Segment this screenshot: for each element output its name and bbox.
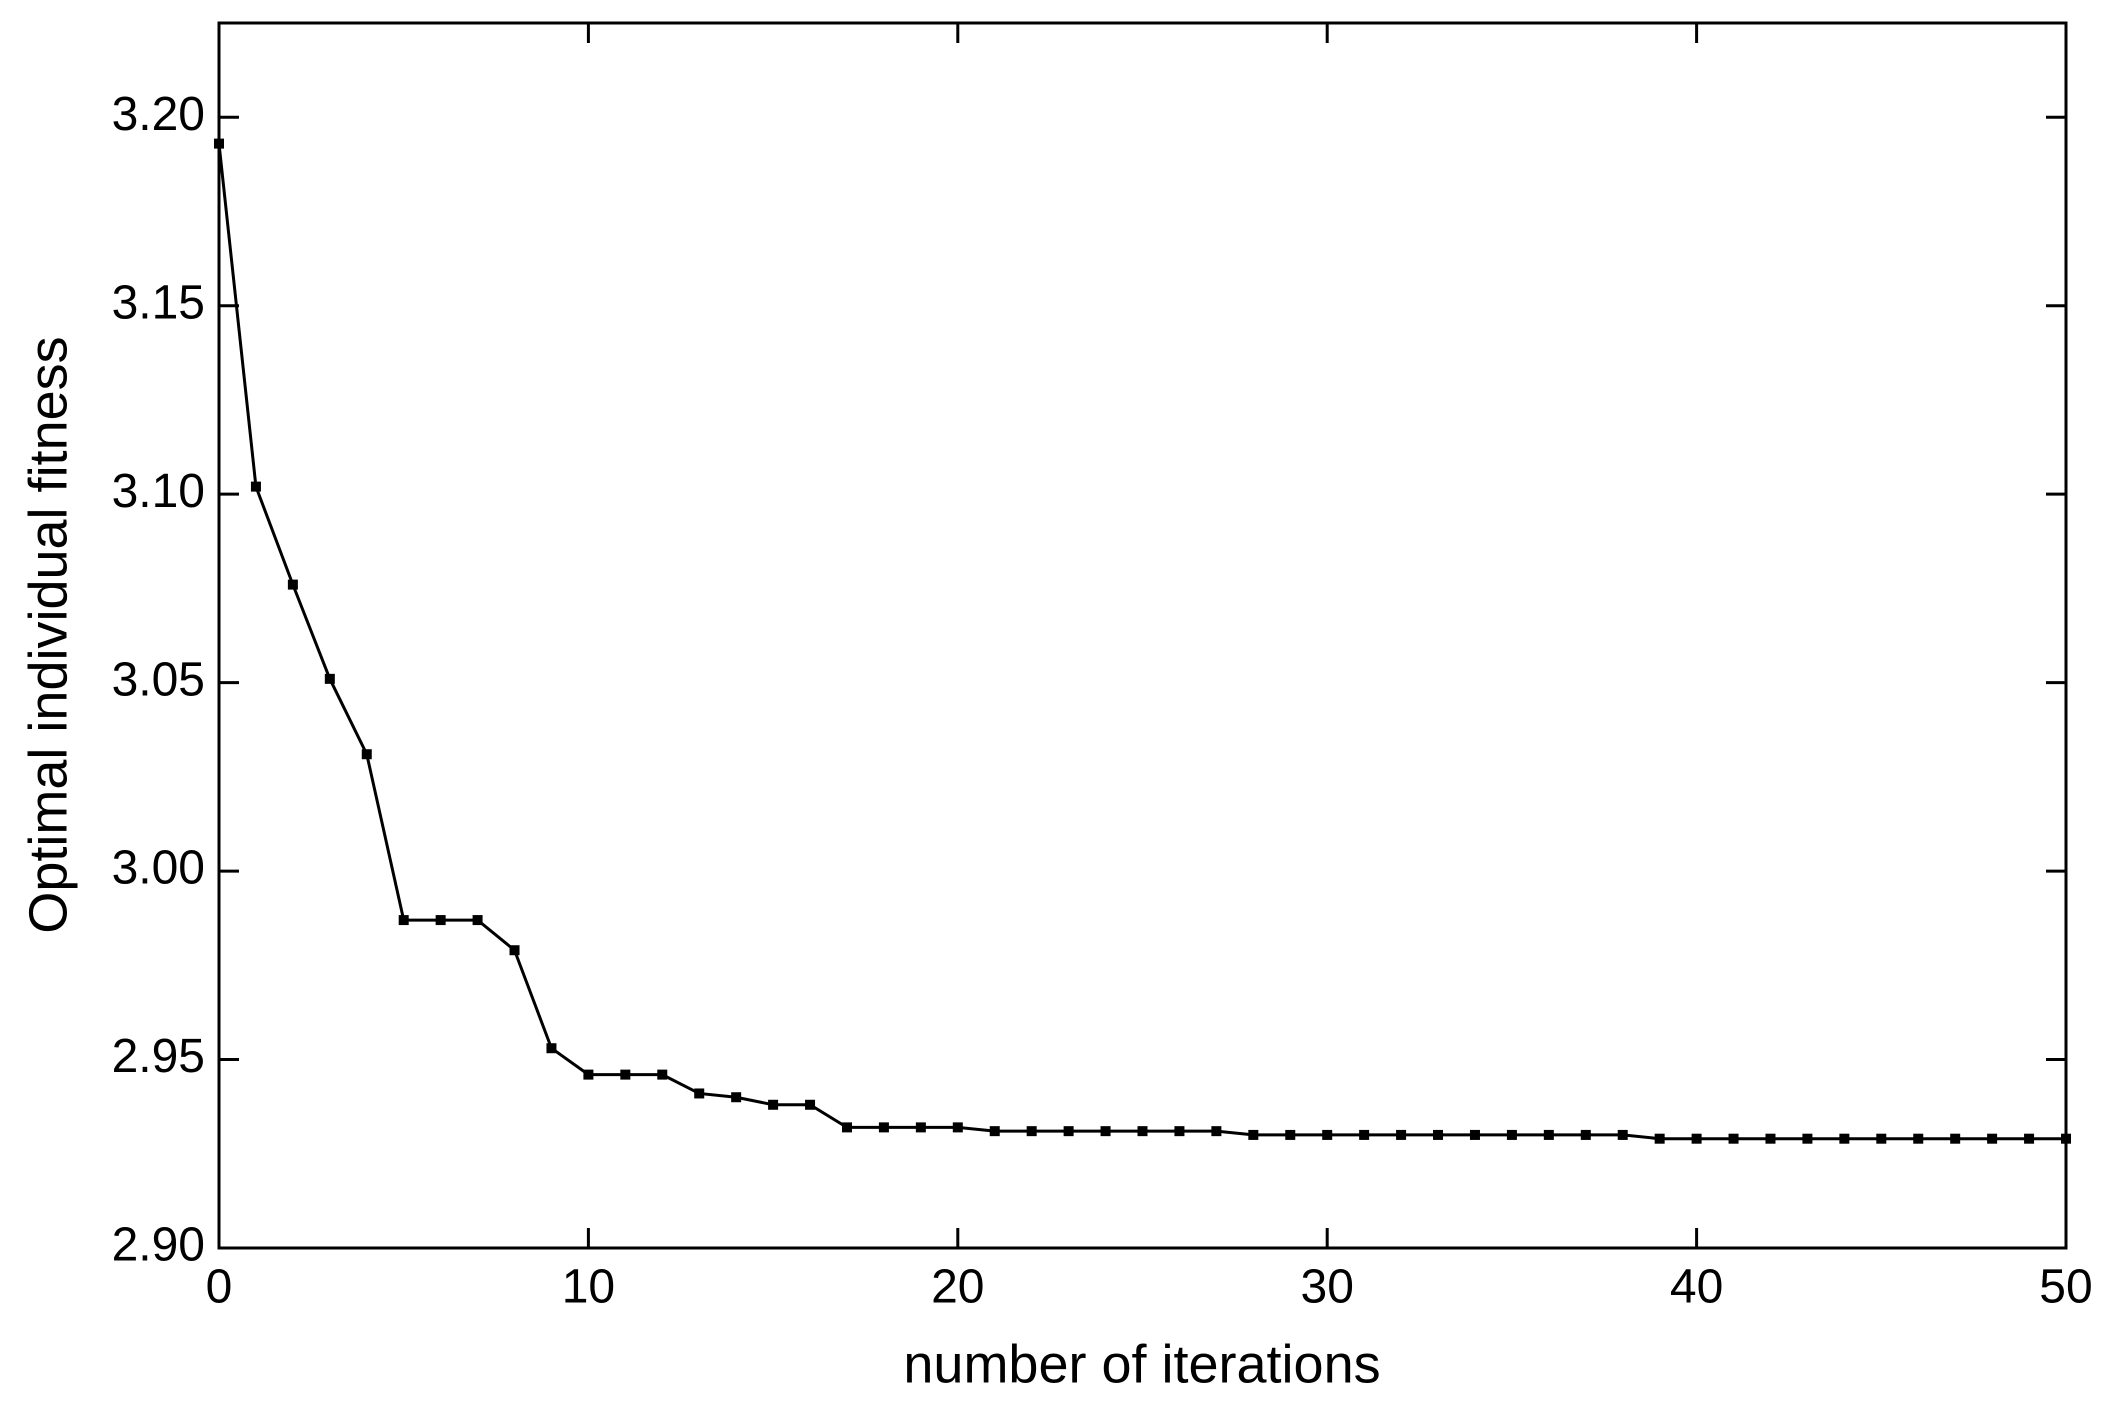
marker — [250, 481, 261, 492]
marker — [583, 1069, 594, 1080]
marker — [1987, 1133, 1998, 1144]
marker — [1802, 1133, 1813, 1144]
marker — [435, 915, 446, 926]
marker — [1211, 1126, 1222, 1137]
x-tick-label: 0 — [206, 1261, 233, 1314]
y-tick-label: 3.10 — [112, 465, 205, 518]
plot-frame — [217, 21, 2068, 1250]
marker — [214, 138, 224, 149]
marker — [731, 1092, 742, 1103]
marker — [657, 1069, 668, 1080]
y-tick-label: 3.05 — [112, 653, 205, 706]
marker — [878, 1122, 889, 1133]
marker — [1359, 1129, 1370, 1140]
y-tick-label: 2.90 — [112, 1219, 205, 1272]
marker — [2024, 1133, 2035, 1144]
marker — [287, 579, 298, 590]
marker — [1248, 1129, 1259, 1140]
marker — [1913, 1133, 1924, 1144]
x-tick-label: 10 — [562, 1261, 615, 1314]
marker — [841, 1122, 852, 1133]
x-axis-title: number of iterations — [903, 1334, 1380, 1394]
marker — [1100, 1126, 1111, 1137]
marker — [361, 749, 372, 760]
marker — [1654, 1133, 1665, 1144]
marker — [509, 945, 520, 956]
marker — [1580, 1129, 1591, 1140]
marker — [1322, 1129, 1333, 1140]
marker — [1469, 1129, 1480, 1140]
marker — [398, 915, 409, 926]
marker — [620, 1069, 631, 1080]
marker — [1950, 1133, 1961, 1144]
marker — [1765, 1133, 1776, 1144]
series-line — [217, 143, 2066, 1141]
marker — [1506, 1129, 1517, 1140]
marker — [1876, 1133, 1887, 1144]
marker — [1396, 1129, 1407, 1140]
marker — [952, 1122, 963, 1133]
x-tick-label: 40 — [1670, 1261, 1723, 1314]
y-tick-label: 2.95 — [112, 1030, 205, 1083]
y-tick-label: 3.20 — [112, 88, 205, 141]
marker — [1728, 1133, 1739, 1144]
y-axis-title: Optimal individual fitness — [18, 336, 78, 933]
marker — [1691, 1133, 1702, 1144]
marker — [915, 1122, 926, 1133]
marker — [1543, 1129, 1554, 1140]
y-tick-label: 3.15 — [112, 276, 205, 329]
marker — [1433, 1129, 1444, 1140]
marker — [1617, 1129, 1628, 1140]
marker — [989, 1126, 1000, 1137]
x-tick-label: 50 — [2039, 1261, 2092, 1314]
x-tick-label: 20 — [931, 1261, 984, 1314]
marker — [1137, 1126, 1148, 1137]
marker — [1839, 1133, 1850, 1144]
marker — [1285, 1129, 1296, 1140]
marker — [2061, 1133, 2071, 1144]
x-tick-label: 30 — [1301, 1261, 1354, 1314]
marker — [805, 1099, 816, 1110]
marker — [324, 673, 335, 684]
marker — [1174, 1126, 1185, 1137]
marker — [768, 1099, 779, 1110]
marker — [472, 915, 483, 926]
marker — [1063, 1126, 1074, 1137]
y-tick-label: 3.00 — [112, 842, 205, 895]
marker — [1026, 1126, 1037, 1137]
marker — [546, 1043, 557, 1054]
marker — [694, 1088, 705, 1099]
